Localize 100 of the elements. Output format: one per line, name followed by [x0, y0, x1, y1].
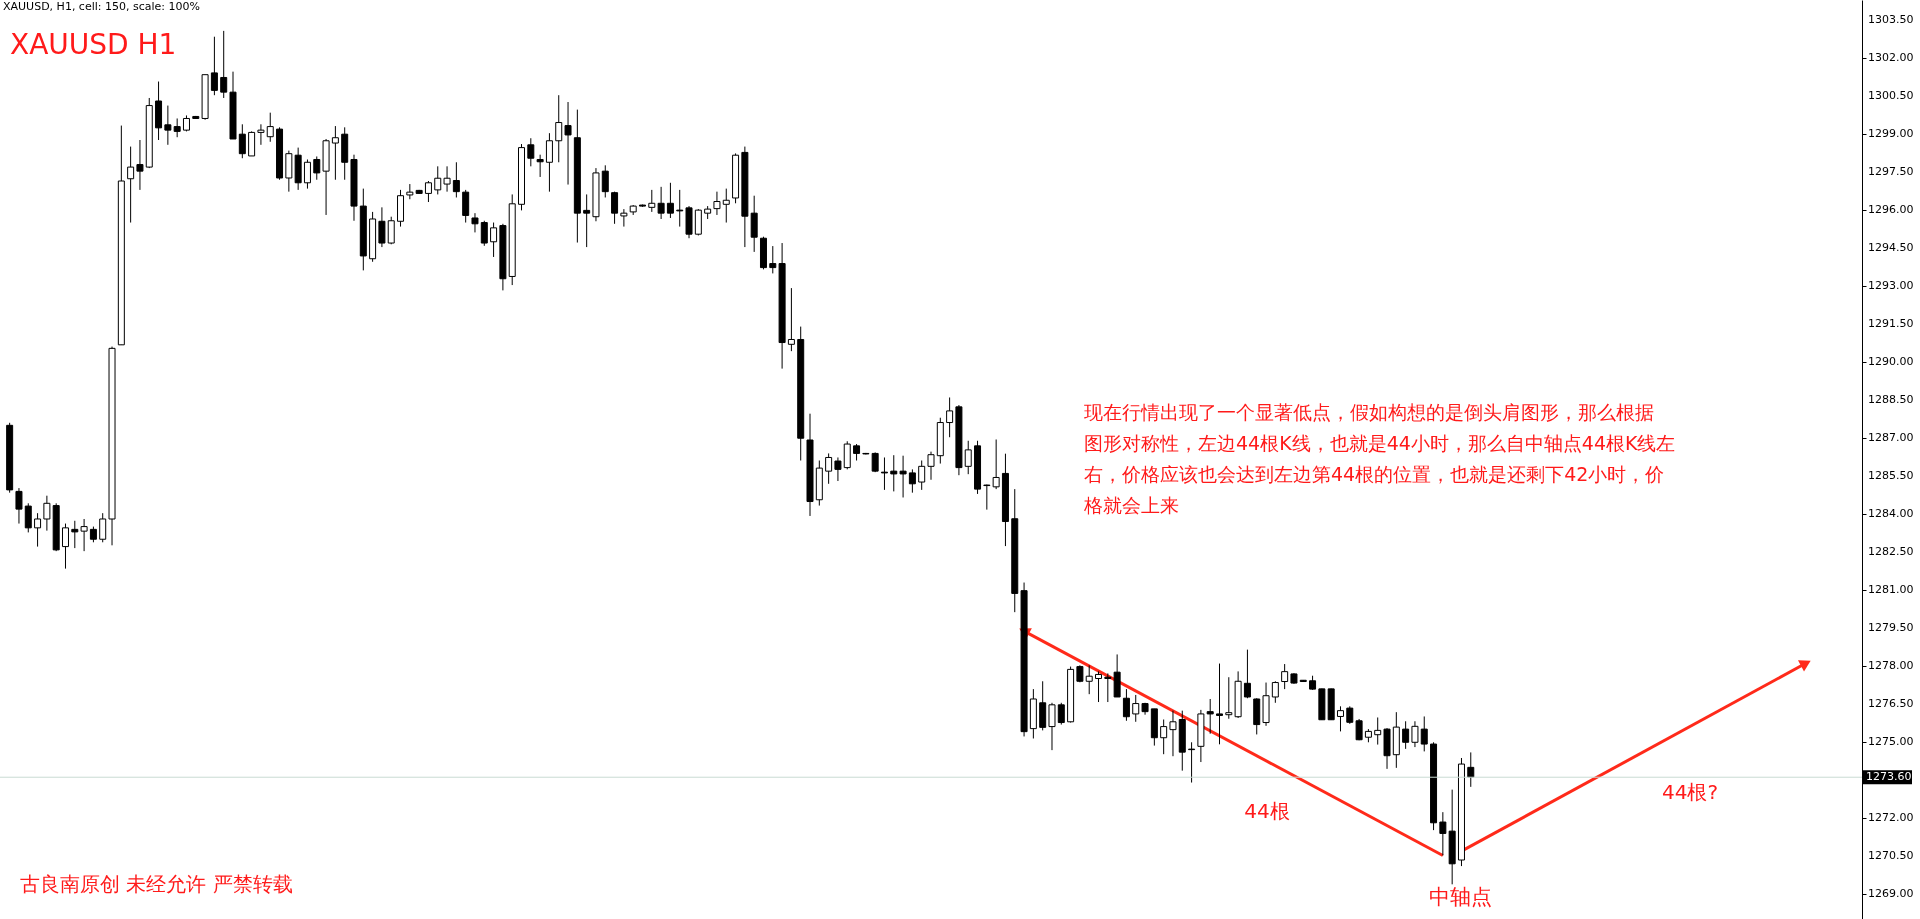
candlestick	[248, 130, 256, 157]
candlestick	[210, 36, 218, 96]
y-tick-label: 1303.50	[1868, 13, 1914, 27]
candlestick	[666, 182, 674, 219]
candlestick	[1271, 680, 1279, 704]
y-tick-label: 1285.50	[1868, 468, 1914, 482]
candlestick	[843, 440, 851, 470]
candlestick	[1374, 716, 1382, 746]
candlestick	[1420, 715, 1428, 752]
candlestick	[173, 117, 181, 138]
candlestick	[611, 191, 619, 225]
candlestick	[480, 220, 488, 247]
candlestick	[1048, 702, 1056, 751]
candlestick	[24, 502, 32, 533]
candlestick	[164, 105, 172, 146]
candlestick	[257, 123, 265, 146]
chart-subtitle: XAUUSD, H1, cell: 150, scale: 100%	[3, 0, 200, 13]
candlestick	[536, 154, 544, 178]
candlestick	[471, 212, 479, 233]
annotation: 44根	[1244, 799, 1290, 823]
ref-line-label: 1273.60	[1866, 770, 1912, 784]
y-tick-label: 1302.00	[1868, 51, 1914, 65]
y-tick-label: 1299.00	[1868, 127, 1914, 141]
y-tick-label: 1293.00	[1868, 279, 1914, 293]
candlestick	[601, 164, 609, 198]
candlestick	[1336, 705, 1344, 732]
y-tick-label: 1275.00	[1868, 734, 1914, 748]
candlestick	[61, 523, 69, 570]
y-tick-label: 1279.50	[1868, 620, 1914, 634]
candlestick	[1439, 811, 1447, 856]
y-tick-label: 1281.00	[1868, 582, 1914, 596]
candlestick	[1206, 698, 1214, 735]
candlestick	[787, 287, 795, 352]
annotation: 古良南原创 未经允许 严禁转载	[20, 872, 293, 896]
candlestick	[946, 396, 954, 438]
candlestick	[424, 180, 432, 203]
candlestick	[1160, 719, 1168, 755]
candlestick	[136, 139, 144, 191]
y-tick-label: 1300.50	[1868, 89, 1914, 103]
candlestick	[964, 440, 972, 475]
y-tick-label: 1290.00	[1868, 355, 1914, 369]
y-tick-label: 1294.50	[1868, 241, 1914, 255]
candlestick	[331, 125, 339, 181]
candlestick	[890, 454, 898, 492]
y-tick-label: 1278.00	[1868, 658, 1914, 672]
candlestick	[43, 495, 51, 532]
candlestick	[387, 216, 395, 245]
candlestick	[620, 208, 628, 228]
candlestick	[127, 146, 135, 224]
candlestick	[303, 159, 311, 190]
candlestick	[880, 456, 888, 491]
candlestick	[899, 455, 907, 498]
candlestick	[825, 452, 833, 485]
candlestick	[992, 439, 1000, 490]
candlestick	[1122, 688, 1130, 722]
candlestick	[927, 451, 935, 481]
candlestick	[713, 191, 721, 216]
candlestick	[583, 193, 591, 248]
candlestick	[1216, 663, 1223, 745]
candlestick	[15, 487, 23, 525]
y-tick-label: 1291.50	[1868, 317, 1914, 331]
candlestick	[555, 94, 563, 163]
candlestick	[220, 30, 228, 99]
candlestick	[545, 132, 553, 193]
candlestick	[648, 189, 656, 213]
candlestick	[769, 245, 777, 274]
candlestick	[1085, 664, 1093, 695]
candlestick	[1169, 710, 1177, 757]
candlestick	[313, 155, 321, 181]
candlestick	[80, 518, 88, 552]
candlestick	[1243, 649, 1251, 699]
candlestick	[527, 137, 535, 167]
candlestick	[1095, 670, 1103, 703]
y-tick-label: 1276.50	[1868, 696, 1914, 710]
candlestick	[1104, 672, 1112, 703]
y-tick-label: 1270.50	[1868, 848, 1914, 862]
candlestick	[34, 512, 42, 548]
candlestick	[1402, 720, 1410, 750]
candlestick	[1132, 694, 1140, 723]
y-tick-label: 1288.50	[1868, 393, 1914, 407]
candlestick	[71, 520, 79, 549]
candlestick	[434, 165, 442, 195]
candlestick	[443, 165, 451, 193]
candlestick	[676, 189, 684, 228]
candlestick	[1188, 741, 1196, 784]
y-tick-label: 1296.00	[1868, 203, 1914, 217]
y-tick-label: 1284.00	[1868, 506, 1914, 520]
candlestick	[1467, 751, 1475, 788]
candlestick	[99, 512, 107, 543]
y-tick-label: 1297.50	[1868, 165, 1914, 179]
annotation: 44根?	[1661, 780, 1719, 804]
y-tick-label: 1282.50	[1868, 544, 1914, 558]
candlestick	[918, 460, 926, 491]
candlestick	[834, 456, 842, 482]
y-tick-label: 1269.00	[1868, 886, 1914, 900]
candlestick	[490, 222, 498, 258]
candlestick	[1057, 702, 1065, 726]
text: XAUUSD H1	[10, 28, 177, 61]
candlestick	[1411, 720, 1419, 748]
candlestick	[564, 101, 572, 186]
